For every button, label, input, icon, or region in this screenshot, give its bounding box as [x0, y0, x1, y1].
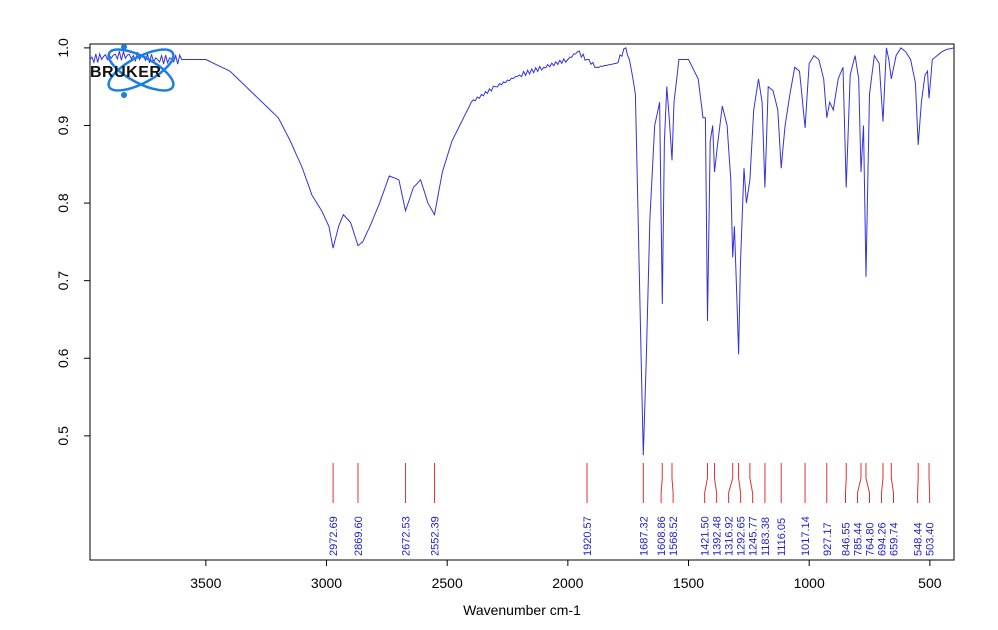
peak-label: 1608.86 — [656, 516, 668, 556]
peak-label: 548.44 — [913, 522, 925, 556]
peak-label: 1920.57 — [582, 516, 594, 556]
peak-label: 1292.65 — [736, 516, 748, 556]
peak-label: 1116.05 — [776, 518, 788, 556]
bruker-logo: BRUKER — [90, 44, 175, 98]
peak-label: 2972.69 — [328, 516, 340, 556]
x-tick-label: 1000 — [794, 575, 825, 591]
peak-label: 1421.50 — [700, 516, 712, 556]
peak-line — [928, 463, 931, 503]
peak-label: 503.40 — [925, 522, 937, 556]
peak-label: 659.74 — [888, 522, 900, 556]
x-tick-label: 3500 — [190, 575, 221, 591]
peak-label: 1568.52 — [668, 516, 680, 556]
peak-line — [856, 463, 862, 503]
y-tick-label: 1.0 — [55, 38, 71, 58]
y-axis: 0.5 0.6 0.7 0.8 0.9 1.0 — [55, 38, 90, 446]
y-tick-label: 0.7 — [55, 271, 71, 291]
peak-label: 785.44 — [852, 522, 864, 556]
x-tick-label: 2000 — [552, 575, 583, 591]
peak-markers: 2972.69 2869.60 2672.53 2552.39 1920.57 1687.… — [328, 463, 937, 556]
y-tick-label: 0.8 — [55, 193, 71, 213]
logo-text: BRUKER — [90, 64, 161, 81]
peak-line — [671, 463, 674, 503]
peak-line — [749, 463, 754, 503]
peak-label: 2672.53 — [401, 516, 413, 556]
x-tick-label: 500 — [918, 575, 942, 591]
peak-label: 1392.48 — [712, 516, 724, 556]
peak-label: 2869.60 — [353, 516, 365, 556]
peak-line — [704, 463, 708, 503]
peak-line — [738, 463, 742, 503]
peak-label: 1245.77 — [748, 516, 760, 556]
peak-label: 1017.14 — [800, 516, 812, 556]
peak-label: 1316.92 — [724, 516, 736, 556]
peak-label: 764.80 — [864, 522, 876, 556]
peak-label: 1687.32 — [638, 516, 650, 556]
peak-label: 927.17 — [822, 522, 834, 556]
x-axis: 3500 3000 2500 2000 1500 1000 500 — [190, 560, 942, 591]
x-tick-label: 2500 — [432, 575, 463, 591]
peak-line — [880, 463, 884, 503]
peak-line — [890, 463, 894, 503]
atom-orbit-icon — [107, 44, 175, 98]
peak-line — [865, 463, 870, 503]
x-tick-label: 1500 — [673, 575, 704, 591]
peak-line — [844, 463, 847, 503]
spectrum-line — [89, 47, 955, 456]
peak-label: 694.26 — [876, 522, 888, 556]
y-tick-label: 0.6 — [55, 348, 71, 368]
peak-line — [917, 463, 919, 503]
peak-label: 846.55 — [840, 522, 852, 556]
x-tick-label: 3000 — [311, 575, 342, 591]
y-tick-label: 0.5 — [55, 426, 71, 446]
peak-line — [728, 463, 734, 503]
x-axis-title: Wavenumber cm-1 — [463, 602, 581, 618]
y-tick-label: 0.9 — [55, 116, 71, 136]
peak-line — [660, 463, 663, 503]
peak-line — [713, 463, 718, 503]
plot-frame — [89, 43, 955, 561]
peak-label: 2552.39 — [430, 516, 442, 556]
peak-label: 1183.38 — [760, 517, 772, 556]
